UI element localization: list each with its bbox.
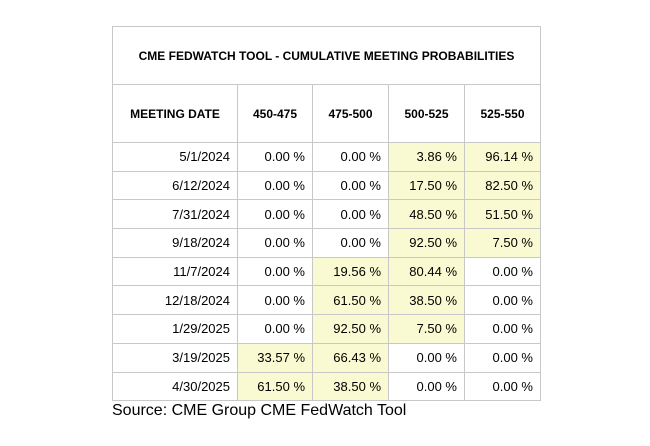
probability-cell: 17.50 % (388, 170, 465, 201)
table-title: CME FEDWATCH TOOL - CUMULATIVE MEETING P… (112, 26, 541, 85)
table-row: 1/29/2025 0.00 % 92.50 % 7.50 % 0.00 % (112, 314, 541, 344)
table-row: 5/1/2024 0.00 % 0.00 % 3.86 % 96.14 % (112, 142, 541, 172)
probability-table: CME FEDWATCH TOOL - CUMULATIVE MEETING P… (112, 26, 541, 402)
meeting-date: 7/31/2024 (112, 199, 238, 230)
header-row: MEETING DATE 450-475 475-500 500-525 525-550 (112, 84, 541, 143)
probability-cell: 7.50 % (464, 228, 541, 258)
table-row: 3/19/2025 33.57 % 66.43 % 0.00 % 0.00 % (112, 342, 541, 373)
probability-cell: 0.00 % (237, 314, 313, 344)
column-header: 450-475 (237, 84, 313, 143)
table-row: 6/12/2024 0.00 % 0.00 % 17.50 % 82.50 % (112, 170, 541, 201)
probability-cell: 0.00 % (312, 142, 389, 172)
probability-cell: 0.00 % (237, 199, 313, 230)
meeting-date: 3/19/2025 (112, 342, 238, 373)
meeting-date: 11/7/2024 (112, 256, 238, 287)
probability-cell: 7.50 % (388, 314, 465, 344)
column-header: 475-500 (312, 84, 389, 143)
table-row: 4/30/2025 61.50 % 38.50 % 0.00 % 0.00 % (112, 371, 541, 402)
probability-cell: 0.00 % (464, 314, 541, 344)
probability-cell: 0.00 % (464, 256, 541, 287)
meeting-date: 5/1/2024 (112, 142, 238, 172)
table-body: 5/1/2024 0.00 % 0.00 % 3.86 % 96.14 % 6/12/20… (112, 142, 541, 402)
probability-cell: 0.00 % (312, 199, 389, 230)
column-header: MEETING DATE (112, 84, 238, 143)
probability-cell: 51.50 % (464, 199, 541, 230)
probability-cell: 48.50 % (388, 199, 465, 230)
probability-cell: 61.50 % (312, 285, 389, 316)
probability-cell: 0.00 % (237, 170, 313, 201)
meeting-date: 12/18/2024 (112, 285, 238, 316)
probability-cell: 0.00 % (237, 256, 313, 287)
probability-cell: 0.00 % (464, 371, 541, 402)
table-row: 7/31/2024 0.00 % 0.00 % 48.50 % 51.50 % (112, 199, 541, 230)
probability-cell: 92.50 % (312, 314, 389, 344)
probability-cell: 0.00 % (237, 285, 313, 316)
meeting-date: 4/30/2025 (112, 371, 238, 402)
source-note: Source: CME Group CME FedWatch Tool (112, 402, 407, 419)
table-row: 11/7/2024 0.00 % 19.56 % 80.44 % 0.00 % (112, 256, 541, 287)
probability-cell: 0.00 % (388, 342, 465, 373)
column-header: 525-550 (464, 84, 541, 143)
probability-cell: 3.86 % (388, 142, 465, 172)
probability-cell: 38.50 % (312, 371, 389, 402)
probability-cell: 0.00 % (464, 285, 541, 316)
probability-cell: 80.44 % (388, 256, 465, 287)
meeting-date: 6/12/2024 (112, 170, 238, 201)
probability-cell: 66.43 % (312, 342, 389, 373)
probability-cell: 61.50 % (237, 371, 313, 402)
probability-cell: 92.50 % (388, 228, 465, 258)
probability-cell: 33.57 % (237, 342, 313, 373)
table-row: 12/18/2024 0.00 % 61.50 % 38.50 % 0.00 % (112, 285, 541, 316)
probability-cell: 82.50 % (464, 170, 541, 201)
table-row: 9/18/2024 0.00 % 0.00 % 92.50 % 7.50 % (112, 228, 541, 258)
probability-cell: 0.00 % (237, 142, 313, 172)
probability-cell: 38.50 % (388, 285, 465, 316)
probability-cell: 0.00 % (388, 371, 465, 402)
probability-cell: 0.00 % (312, 228, 389, 258)
probability-cell: 0.00 % (464, 342, 541, 373)
meeting-date: 1/29/2025 (112, 314, 238, 344)
probability-cell: 19.56 % (312, 256, 389, 287)
probability-cell: 96.14 % (464, 142, 541, 172)
probability-cell: 0.00 % (312, 170, 389, 201)
meeting-date: 9/18/2024 (112, 228, 238, 258)
column-header: 500-525 (388, 84, 465, 143)
probability-cell: 0.00 % (237, 228, 313, 258)
